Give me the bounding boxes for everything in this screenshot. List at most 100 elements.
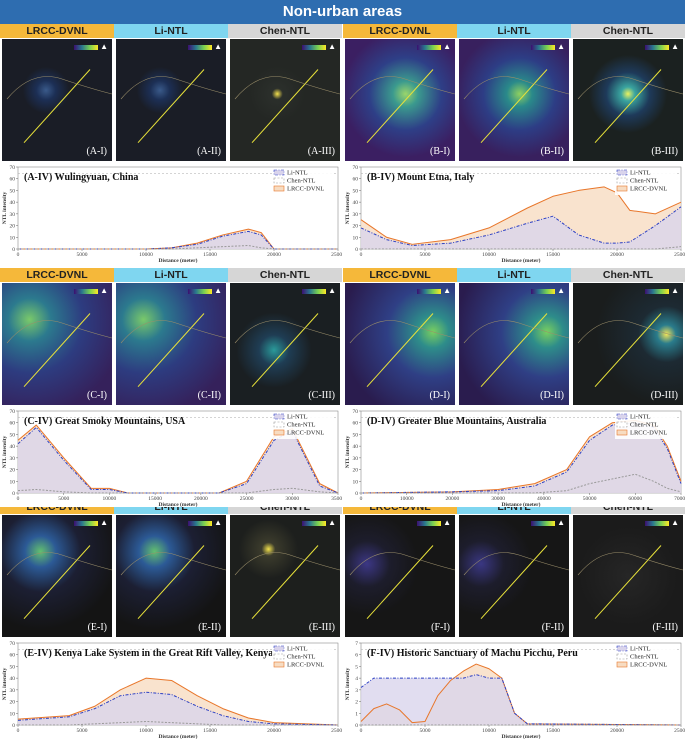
- transect-layer: [6, 545, 112, 620]
- legend-label: Chen-NTL: [630, 422, 659, 429]
- map-intensity-legend: [645, 45, 669, 50]
- transect-line: [480, 545, 548, 620]
- map-intensity-legend: [188, 45, 212, 50]
- map-intensity-legend: [417, 45, 441, 50]
- north-arrow-icon: ▲: [328, 42, 336, 51]
- series-line-chen-ntl: [18, 720, 338, 726]
- transect-line: [23, 545, 91, 620]
- transect-layer: [234, 313, 340, 388]
- map-panel-label: (C-II): [197, 390, 221, 401]
- x-axis-label: Distance (meter): [159, 501, 198, 507]
- admin-boundary: [577, 320, 683, 344]
- y-tick-label: 7: [355, 641, 358, 647]
- legend-swatch: [616, 185, 628, 192]
- north-arrow-icon: ▲: [443, 42, 451, 51]
- y-tick-label: 30: [10, 456, 16, 462]
- map-panel-label: (A-III): [307, 146, 335, 157]
- x-tick-label: 15000: [148, 496, 162, 502]
- series-area-lrcc-dvnl: [361, 186, 681, 249]
- map-panel-label: (E-II): [198, 622, 221, 633]
- x-tick-label: 0: [360, 496, 363, 502]
- y-tick-label: 0: [12, 723, 15, 729]
- north-arrow-icon: ▲: [443, 518, 451, 527]
- transect-line: [594, 313, 662, 388]
- y-tick-label: 50: [353, 188, 359, 194]
- x-tick-label: 20000: [267, 728, 281, 734]
- nightlight-map-C-1: ▲ (C-I): [2, 283, 112, 405]
- nightlight-map-F-3: ▲ (F-III): [573, 515, 683, 637]
- map-intensity-legend: [645, 521, 669, 526]
- north-arrow-icon: ▲: [328, 286, 336, 295]
- y-tick-label: 60: [353, 421, 359, 427]
- transect-layer: [463, 313, 569, 388]
- legend-label: Chen-NTL: [630, 178, 659, 185]
- map-intensity-legend: [302, 45, 326, 50]
- map-panel-label: (F-II): [541, 622, 564, 633]
- transect-layer: [463, 545, 569, 620]
- nightlight-map-F-1: ▲ (F-I): [345, 515, 455, 637]
- profile-chart-svg: 0 1 2 3 4 5 6 7 0 5000 10000 15000 20000 25000 Distanc…: [345, 641, 685, 739]
- map-panel-label: (B-II): [540, 146, 564, 157]
- x-axis-label: Distance (meter): [502, 257, 541, 263]
- profile-chart-D: 0 10 20 30 40 50 60 70 0 10000 20000 30000 40000 5000…: [343, 407, 685, 507]
- map-panel-label: (F-I): [431, 622, 450, 633]
- nightlight-map-A-2: ▲ (A-II): [116, 39, 226, 161]
- transect-line: [251, 69, 319, 144]
- transect-line: [137, 313, 205, 388]
- profile-chart-svg: 0 10 20 30 40 50 60 70 0 10000 20000 30000 40000 5000…: [345, 409, 685, 507]
- legend-swatch: [273, 429, 285, 436]
- series-area-lrcc-dvnl: [18, 229, 338, 249]
- y-axis-label: NTL intensity: [345, 191, 351, 224]
- legend-swatch: [273, 177, 285, 184]
- legend-label: Li-NTL: [630, 170, 651, 177]
- admin-boundary: [463, 320, 569, 344]
- column-header-B-3: Chen-NTL: [571, 24, 685, 38]
- x-tick-label: 15000: [546, 252, 560, 258]
- profile-chart-A: 0 10 20 30 40 50 60 70 0 5000 10000 15000 20000 25000…: [0, 163, 342, 263]
- map-panel-label: (C-III): [308, 390, 335, 401]
- transect-layer: [577, 69, 683, 144]
- x-tick-label: 60000: [628, 496, 642, 502]
- legend-swatch: [273, 421, 285, 428]
- legend-label: Li-NTL: [630, 646, 651, 653]
- legend-label: Chen-NTL: [287, 654, 316, 661]
- x-tick-label: 10000: [103, 496, 117, 502]
- admin-boundary: [6, 76, 112, 100]
- map-panel-label: (F-III): [652, 622, 678, 633]
- chart-title: (A-IV) Wulingyuan, China: [24, 172, 138, 183]
- legend-label: Li-NTL: [287, 646, 308, 653]
- transect-line: [480, 69, 548, 144]
- admin-boundary: [120, 76, 226, 100]
- x-tick-label: 30000: [491, 496, 505, 502]
- north-arrow-icon: ▲: [443, 286, 451, 295]
- y-axis-label: NTL intensity: [2, 667, 8, 700]
- legend-label: Li-NTL: [630, 414, 651, 421]
- nightlight-map-B-1: ▲ (B-I): [345, 39, 455, 161]
- y-tick-label: 20: [353, 468, 359, 474]
- map-intensity-legend: [531, 45, 555, 50]
- y-tick-label: 20: [10, 224, 16, 230]
- x-axis-label: Distance (meter): [502, 733, 541, 739]
- y-tick-label: 20: [353, 224, 359, 230]
- column-header-C-1: LRCC-DVNL: [0, 268, 114, 282]
- legend-swatch: [616, 413, 628, 420]
- y-tick-label: 6: [355, 653, 358, 659]
- series-area-li-ntl: [18, 692, 338, 725]
- north-arrow-icon: ▲: [214, 42, 222, 51]
- profile-chart-E: 0 10 20 30 40 50 60 70 0 5000 10000 15000 20000 25000…: [0, 639, 342, 739]
- admin-boundary: [577, 76, 683, 100]
- nightlight-map-A-3: ▲ (A-III): [230, 39, 340, 161]
- nightlight-map-E-2: ▲ (E-II): [116, 515, 226, 637]
- map-panel-label: (A-II): [197, 146, 221, 157]
- y-tick-label: 30: [10, 212, 16, 218]
- map-panel-label: (B-III): [651, 146, 678, 157]
- y-tick-label: 70: [353, 409, 359, 415]
- y-tick-label: 50: [10, 432, 16, 438]
- nightlight-map-B-3: ▲ (B-III): [573, 39, 683, 161]
- transect-layer: [234, 545, 340, 620]
- map-intensity-legend: [302, 521, 326, 526]
- y-tick-label: 40: [353, 444, 359, 450]
- map-intensity-legend: [74, 45, 98, 50]
- transect-layer: [6, 69, 112, 144]
- column-header-A-2: Li-NTL: [114, 24, 228, 38]
